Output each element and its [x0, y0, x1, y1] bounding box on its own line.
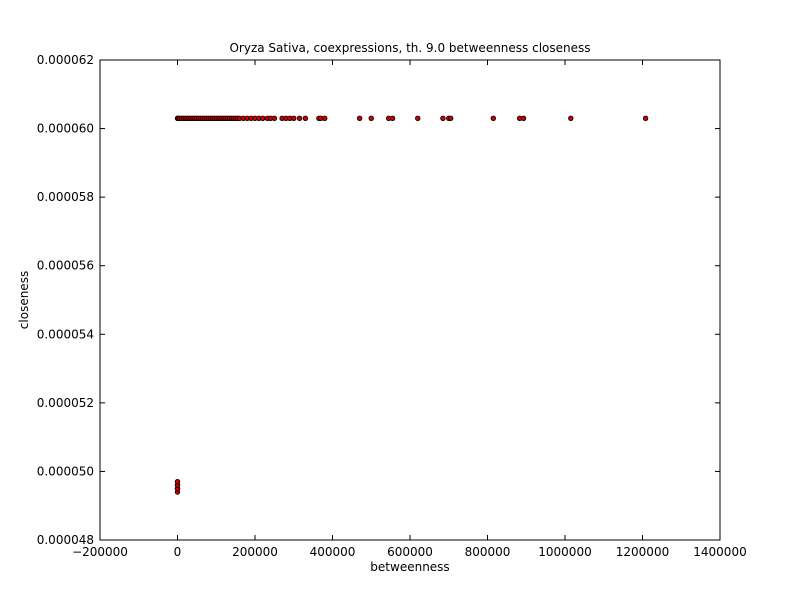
data-point: [389, 115, 396, 121]
data-points: [174, 115, 649, 495]
data-point: [490, 115, 497, 121]
y-axis-ticks: 0.000048 0.000050 0.000052 0.000054 0.000056…: [37, 53, 720, 547]
data-point: [302, 115, 309, 121]
x-tick-label: 1200000: [616, 545, 669, 559]
y-tick-label: 0.000048: [37, 533, 94, 547]
y-tick-label: 0.000052: [37, 396, 94, 410]
data-point: [520, 115, 527, 121]
x-tick-label: 200000: [232, 545, 278, 559]
x-axis-label: betweenness: [370, 560, 449, 574]
x-tick-label: 800000: [465, 545, 511, 559]
data-point: [642, 115, 649, 121]
y-tick-label: 0.000062: [37, 53, 94, 67]
x-tick-label: 400000: [310, 545, 356, 559]
y-tick-label: 0.000050: [37, 464, 94, 478]
y-tick-label: 0.000058: [37, 190, 94, 204]
y-axis-label: closeness: [17, 271, 31, 329]
y-tick-label: 0.000054: [37, 327, 94, 341]
data-point: [296, 115, 303, 121]
x-tick-label: −200000: [72, 545, 128, 559]
data-point: [356, 115, 363, 121]
x-tick-label: 1000000: [538, 545, 591, 559]
data-point: [322, 115, 328, 121]
data-point: [260, 115, 266, 121]
x-tick-label: 0: [174, 545, 182, 559]
data-point: [568, 115, 574, 121]
chart-title: Oryza Sativa, coexpressions, th. 9.0 bet…: [229, 41, 590, 55]
y-tick-label: 0.000060: [37, 122, 94, 136]
x-tick-label: 1400000: [693, 545, 746, 559]
data-point: [368, 115, 374, 121]
data-point: [271, 115, 278, 121]
y-tick-label: 0.000056: [37, 259, 94, 273]
data-point: [174, 479, 181, 485]
x-tick-label: 600000: [387, 545, 433, 559]
data-point: [447, 115, 454, 121]
data-point: [291, 115, 297, 121]
x-axis-ticks: −200000 0 200000 400000 600000 800000 1000000 1…: [72, 60, 747, 559]
data-point: [415, 115, 421, 121]
data-point: [440, 115, 446, 121]
